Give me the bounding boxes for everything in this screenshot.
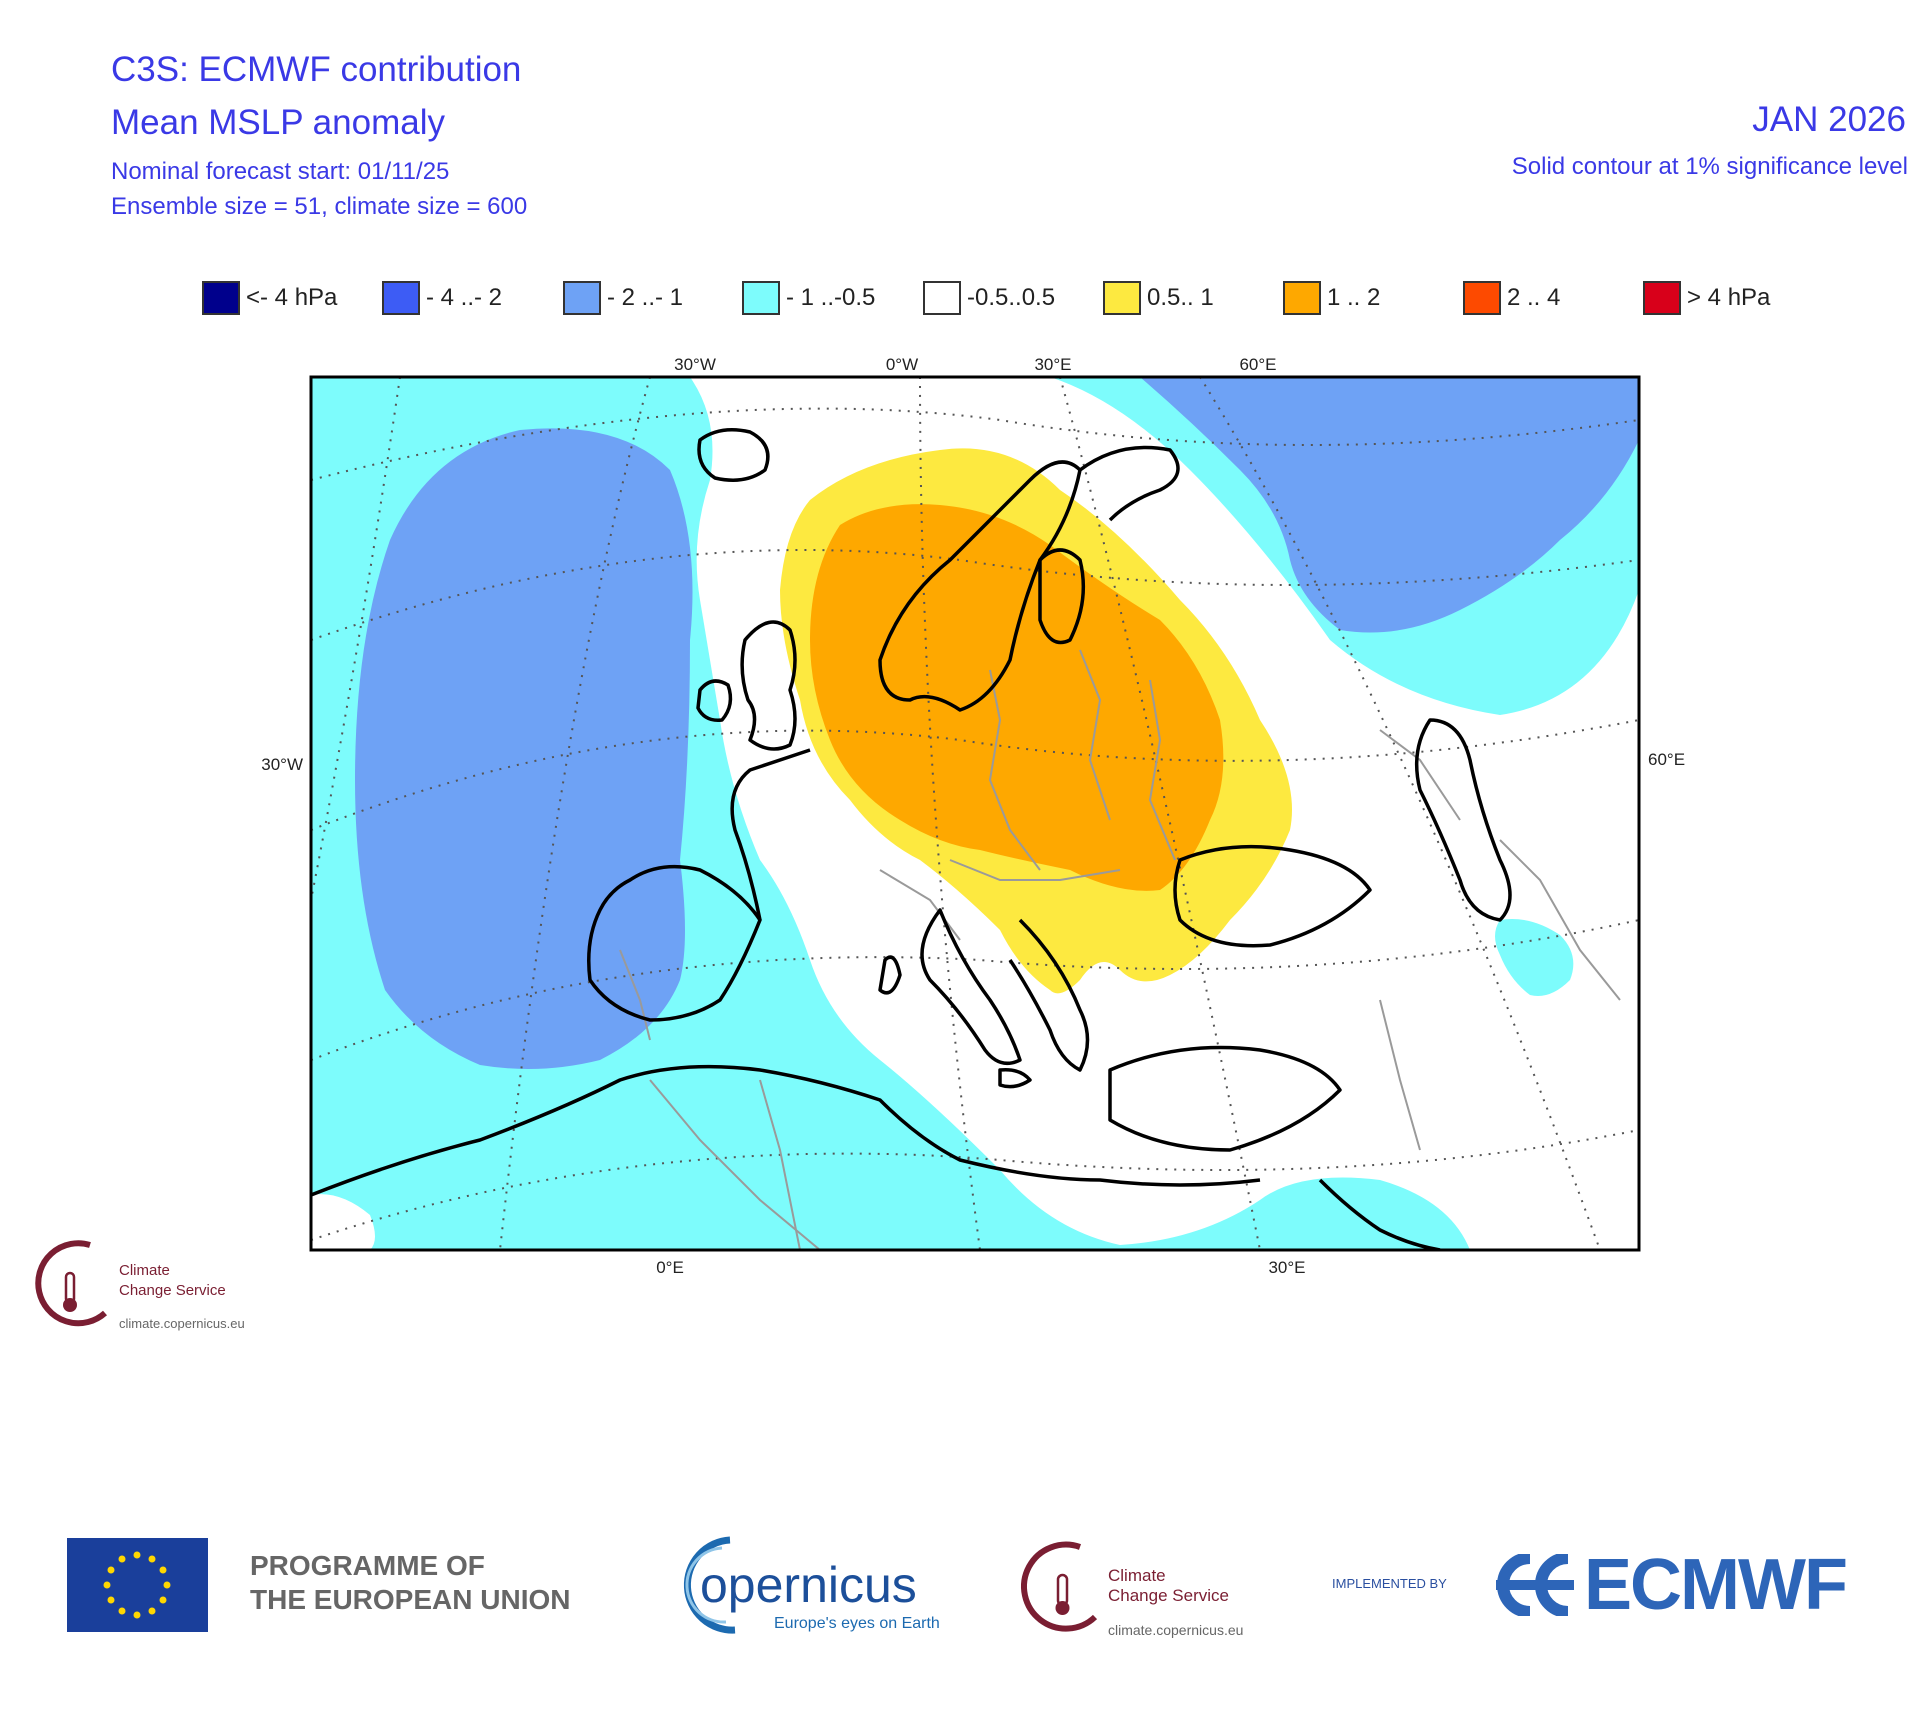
legend-swatch	[1463, 281, 1501, 315]
legend-label: 0.5.. 1	[1147, 284, 1214, 311]
significance-note: Solid contour at 1% significance level	[1511, 153, 1908, 180]
country-borders	[619, 649, 1621, 1250]
axis-label-bottom: 0°E	[656, 1258, 684, 1277]
legend-item: -0.5..0.5	[923, 280, 1055, 316]
axis-label-top: 30°W	[674, 355, 716, 374]
axis-label-left: 30°W	[261, 755, 303, 774]
legend-item: - 2 ..- 1	[563, 280, 683, 316]
legend-label: - 4 ..- 2	[426, 284, 503, 311]
legend-label: <- 4 hPa	[246, 284, 338, 311]
ecmwf-logo-mark	[1496, 1554, 1574, 1616]
axis-label-top: 0°W	[886, 355, 918, 374]
implemented-by-label: IMPLEMENTED BY	[1332, 1576, 1447, 1591]
legend-swatch	[563, 281, 601, 315]
chart-subtitle: Mean MSLP anomaly	[111, 103, 445, 142]
anomaly-map: 30°W 0°W 30°E 60°E 30°W 60°E 0°E 30°E	[261, 355, 1685, 1277]
c3s-small-name-1: Climate	[119, 1262, 170, 1279]
anomaly-region-blue-arctic	[1140, 377, 1639, 633]
c3s-small-url: climate.copernicus.eu	[119, 1316, 245, 1331]
legend-label: - 1 ..-0.5	[786, 284, 876, 311]
legend-swatch	[202, 281, 240, 315]
map-frame	[309, 375, 1641, 1252]
anomaly-region-neutral	[311, 1194, 375, 1250]
eu-flag-logo	[67, 1538, 208, 1632]
axis-label-right: 60°E	[1648, 750, 1685, 769]
legend-swatch	[1103, 281, 1141, 315]
c3s-name-1: Climate	[1108, 1566, 1166, 1585]
axis-label-bottom: 30°E	[1268, 1258, 1305, 1277]
ensemble-size-text: Ensemble size = 51, climate size = 600	[111, 193, 528, 220]
legend-label: 1 .. 2	[1327, 284, 1381, 311]
c3s-url: climate.copernicus.eu	[1108, 1622, 1244, 1638]
legend-swatch	[742, 281, 780, 315]
c3s-small-name-2: Change Service	[119, 1282, 226, 1299]
legend-item: <- 4 hPa	[202, 280, 337, 316]
copernicus-tagline: Europe's eyes on Earth	[774, 1615, 940, 1632]
copernicus-wordmark: opernicus	[700, 1557, 917, 1613]
legend-item: - 1 ..-0.5	[742, 280, 875, 316]
anomaly-region-blue-atlantic	[355, 428, 693, 1069]
legend-item: 1 .. 2	[1283, 280, 1380, 316]
legend-label: - 2 ..- 1	[607, 284, 684, 311]
chart-title: C3S: ECMWF contribution	[111, 50, 522, 89]
legend-label: -0.5..0.5	[967, 284, 1056, 311]
anomaly-region-cyan-patch	[1495, 919, 1574, 996]
c3s-logo-mark	[1021, 1541, 1098, 1632]
map-field	[311, 377, 1639, 1250]
legend-label: > 4 hPa	[1687, 284, 1771, 311]
legend-swatch	[923, 281, 961, 315]
legend-item: 2 .. 4	[1463, 280, 1560, 316]
eu-programme-line2: THE EUROPEAN UNION	[250, 1584, 571, 1615]
ecmwf-wordmark: ECMWF	[1584, 1545, 1848, 1625]
color-legend: <- 4 hPa - 4 ..- 2 - 2 ..- 1 - 1 ..-0.5 …	[0, 280, 1920, 320]
legend-item: > 4 hPa	[1643, 280, 1770, 316]
c3s-logo-small-mark	[35, 1240, 108, 1327]
legend-swatch	[382, 281, 420, 315]
c3s-name-2: Change Service	[1108, 1586, 1229, 1605]
legend-label: 2 .. 4	[1507, 284, 1561, 311]
legend-swatch	[1643, 281, 1681, 315]
forecast-start-text: Nominal forecast start: 01/11/25	[111, 158, 450, 185]
graticule	[311, 377, 1639, 1250]
copernicus-logo-mark	[684, 1536, 736, 1634]
axis-label-top: 60°E	[1239, 355, 1276, 374]
legend-item: - 4 ..- 2	[382, 280, 502, 316]
legend-item: 0.5.. 1	[1103, 280, 1214, 316]
axis-label-top: 30°E	[1034, 355, 1071, 374]
eu-programme-line1: PROGRAMME OF	[250, 1550, 485, 1581]
anomaly-region-orange	[810, 504, 1224, 891]
coastlines	[311, 428, 1512, 1250]
forecast-month: JAN 2026	[1752, 100, 1906, 139]
legend-swatch	[1283, 281, 1321, 315]
